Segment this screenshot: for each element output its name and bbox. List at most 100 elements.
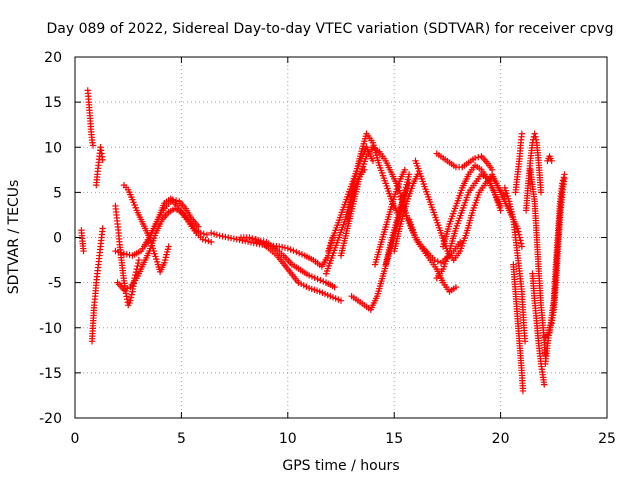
- y-tick-label: 15: [44, 95, 62, 111]
- plus-marker: [205, 237, 212, 245]
- series-arc-a: [78, 227, 87, 255]
- plus-marker: [559, 180, 566, 187]
- plus-marker: [456, 238, 464, 246]
- plus-marker: [112, 247, 119, 255]
- x-tick-label: 5: [177, 431, 186, 447]
- series-arc-l: [252, 236, 345, 304]
- plus-marker: [276, 243, 283, 250]
- plus-marker: [548, 157, 555, 164]
- plus-marker: [134, 259, 142, 267]
- plus-marker: [216, 232, 223, 239]
- grid-lines: [75, 57, 607, 418]
- plus-marker: [225, 234, 232, 241]
- plus-marker: [308, 273, 316, 280]
- series-arc-r: [371, 166, 409, 268]
- plus-marker: [542, 351, 549, 359]
- plus-marker: [514, 225, 521, 232]
- plus-marker: [331, 283, 338, 291]
- plot-frame: [74, 56, 608, 419]
- plus-marker: [532, 133, 539, 140]
- plus-marker: [222, 233, 229, 241]
- plus-marker: [284, 245, 291, 252]
- plus-marker: [317, 277, 324, 284]
- plus-marker: [239, 237, 246, 244]
- plus-marker: [559, 177, 567, 184]
- plus-marker: [89, 142, 97, 149]
- plus-marker: [305, 272, 313, 279]
- plus-marker: [295, 249, 303, 257]
- plus-marker: [250, 239, 257, 247]
- series-arc-ad: [510, 261, 527, 395]
- series-arc-ab: [501, 184, 529, 345]
- x-axis-label: GPS time / hours: [282, 458, 399, 474]
- series-arc-j: [207, 229, 336, 270]
- series-arc-o: [337, 144, 406, 259]
- y-tick-label: 10: [44, 140, 62, 156]
- plus-marker: [127, 294, 135, 301]
- plus-marker: [249, 235, 256, 242]
- plus-marker: [132, 268, 140, 276]
- plus-marker: [123, 251, 130, 258]
- plus-marker: [281, 244, 289, 251]
- plus-marker: [123, 285, 131, 292]
- plus-marker: [230, 235, 238, 242]
- plus-marker: [431, 256, 438, 264]
- plus-marker: [207, 229, 215, 237]
- plus-marker: [200, 230, 207, 238]
- plus-marker: [210, 230, 218, 238]
- plus-marker: [99, 225, 106, 232]
- plus-marker: [541, 381, 548, 388]
- plus-marker: [475, 153, 482, 161]
- plus-marker: [242, 237, 249, 245]
- plus-marker: [99, 156, 106, 164]
- x-tick-label: 25: [598, 431, 616, 447]
- series-arc-k: [237, 234, 338, 291]
- plus-marker: [128, 291, 135, 298]
- plus-marker: [115, 248, 122, 256]
- plus-marker: [518, 130, 526, 137]
- plus-marker: [127, 297, 134, 304]
- plus-marker: [246, 234, 253, 241]
- plus-marker: [298, 251, 306, 258]
- plus-marker: [311, 274, 318, 282]
- plus-marker: [219, 233, 226, 240]
- plus-marker: [117, 249, 125, 257]
- x-tick-labels: 0 5 10 15 20 25: [71, 431, 616, 447]
- data-points: [78, 87, 568, 395]
- series-arc-aj: [544, 153, 555, 164]
- plus-marker: [199, 236, 206, 243]
- plus-marker: [521, 338, 529, 345]
- plus-marker: [135, 256, 143, 264]
- x-tick-label: 10: [279, 431, 297, 447]
- plus-marker: [253, 240, 260, 247]
- plus-marker: [337, 297, 345, 304]
- x-tick-label: 0: [71, 431, 80, 447]
- series-arc-ai: [542, 171, 568, 340]
- plus-marker: [247, 239, 255, 246]
- plus-marker: [233, 236, 240, 243]
- plus-marker: [560, 174, 567, 181]
- y-tick-label: 0: [53, 231, 62, 247]
- plus-marker: [497, 207, 504, 214]
- plus-marker: [452, 283, 460, 291]
- y-tick-label: -10: [39, 321, 62, 337]
- series-arc-f: [120, 181, 172, 275]
- series-arc-z: [433, 150, 496, 174]
- series-arc-ag: [527, 166, 549, 359]
- series-arc-b: [84, 87, 97, 149]
- y-tick-labels: -20 -15 -10 -5 0 5 10 15 20: [39, 50, 62, 427]
- plus-marker: [134, 262, 141, 270]
- x-tick-label: 20: [492, 431, 510, 447]
- plus-marker: [532, 136, 540, 143]
- plus-marker: [293, 248, 300, 256]
- plus-marker: [203, 231, 211, 238]
- plus-marker: [120, 286, 128, 294]
- plus-marker: [287, 246, 294, 253]
- series-arc-h: [114, 205, 211, 294]
- y-tick-label: -20: [39, 411, 62, 427]
- series-arc-af: [529, 270, 548, 388]
- plus-marker: [120, 250, 128, 257]
- series-arc-y: [439, 162, 504, 250]
- plus-marker: [537, 189, 545, 196]
